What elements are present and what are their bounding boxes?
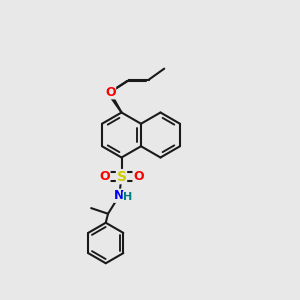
Text: S: S [116,169,127,184]
Text: O: O [133,170,144,183]
Text: O: O [105,86,116,99]
Text: N: N [114,189,124,202]
Text: O: O [99,170,110,183]
Text: H: H [123,192,132,202]
